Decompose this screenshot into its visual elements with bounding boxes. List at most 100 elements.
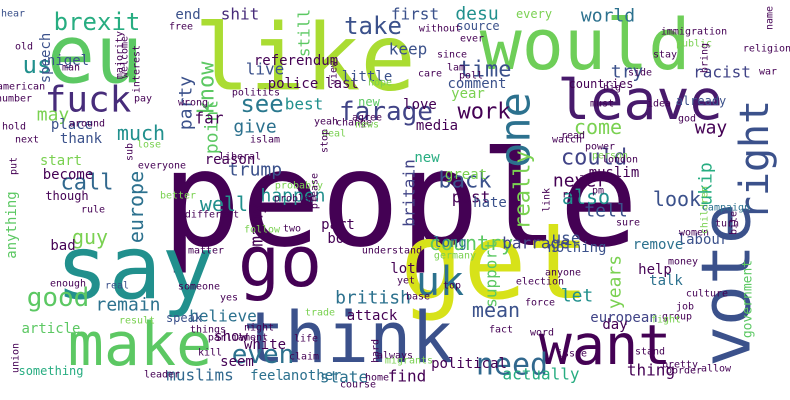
word-live: live — [246, 60, 285, 79]
word-point: point — [202, 100, 223, 154]
word-speech: speech — [38, 33, 54, 84]
word-islam: islam — [250, 135, 280, 146]
word-two: two — [283, 224, 301, 235]
word-hold: hold — [2, 122, 26, 133]
word-old: old — [15, 42, 33, 53]
word-bad: bad — [50, 238, 75, 254]
word-keep: keep — [389, 40, 428, 59]
word-europe: europe — [124, 171, 148, 243]
word-way: way — [695, 118, 728, 139]
word-god: god — [678, 114, 696, 125]
word-year: year — [451, 86, 485, 102]
word-help: help — [638, 262, 672, 278]
word-still: still — [295, 9, 314, 57]
word-love: love — [403, 97, 437, 113]
word-back: back — [439, 169, 492, 194]
word-ukip: ukip — [696, 162, 717, 205]
word-children: children — [700, 186, 711, 234]
word-force: force — [525, 298, 555, 309]
word-hope: hope — [368, 78, 392, 89]
word-things: things — [190, 325, 226, 336]
word-person: person — [592, 151, 628, 162]
word-culture: culture — [686, 289, 728, 300]
word-night: night — [244, 323, 274, 334]
word-every: every — [516, 7, 552, 21]
word-vote: vote — [688, 203, 767, 367]
word-speak: speak — [166, 311, 203, 325]
word-mean: mean — [472, 298, 520, 322]
word-happen: happen — [260, 186, 325, 207]
word-police: police — [268, 76, 319, 92]
word-public: public — [676, 39, 712, 50]
word-interest: interest — [132, 45, 143, 93]
word-years: years — [605, 255, 626, 309]
word-new: new — [414, 150, 440, 166]
word-stop: stop — [320, 129, 331, 153]
word-article: article — [21, 321, 80, 337]
word-something: something — [18, 364, 83, 378]
word-war: war — [759, 67, 777, 78]
word-need: need — [476, 348, 548, 383]
word-farage: farage — [339, 97, 433, 127]
word-bite: bite — [729, 211, 740, 235]
word-lot: lot — [390, 261, 415, 277]
word-put: put — [9, 157, 20, 175]
word-hear: hear — [1, 9, 25, 20]
word-european: european — [590, 310, 657, 326]
word-remove: remove — [633, 237, 684, 253]
word-group: group — [662, 312, 692, 323]
word-people: people — [162, 123, 639, 277]
word-shit: shit — [221, 5, 260, 24]
word-call: call — [61, 171, 114, 196]
word-reason: reason — [205, 152, 256, 168]
word-real: real — [105, 281, 129, 292]
word-know: know — [195, 61, 220, 115]
word-must: must — [590, 99, 614, 110]
word-another: another — [282, 368, 341, 384]
word-always: always — [377, 351, 413, 362]
word-thank: thank — [60, 131, 103, 147]
word-source: source — [456, 19, 499, 33]
word-country: country — [429, 231, 513, 255]
word-much: much — [117, 121, 165, 145]
word-deal: deal — [322, 129, 346, 140]
word-problem: problem — [274, 194, 316, 205]
word-immigration: immigration — [661, 27, 727, 38]
word-place: place — [51, 117, 93, 133]
word-come: come — [574, 115, 622, 139]
word-part: part — [321, 217, 355, 233]
word-tell: tell — [584, 201, 627, 222]
word-government: government — [741, 260, 756, 338]
word-change: change — [336, 118, 372, 129]
word-uk: uk — [416, 259, 464, 305]
word-muslim: muslim — [589, 165, 640, 181]
word-right: right — [732, 100, 778, 220]
word-enough: enough — [50, 279, 86, 290]
word-go: go — [238, 221, 322, 303]
word-one: one — [491, 92, 540, 168]
word-matter: matter — [188, 246, 224, 257]
word-great: great — [445, 167, 487, 183]
word-want: want — [539, 313, 671, 377]
word-actually: actually — [502, 365, 579, 384]
word-yes: yes — [220, 293, 238, 304]
word-get: get — [400, 201, 590, 323]
word-remain: remain — [95, 295, 160, 316]
word-could: could — [561, 146, 627, 171]
word-ever: ever — [460, 34, 484, 45]
word-base: base — [406, 292, 430, 303]
word-try: try — [611, 62, 644, 83]
word-may: may — [37, 105, 70, 126]
word-germany: germany — [434, 251, 476, 262]
word-lose: lose — [137, 140, 161, 151]
word-parliament: parliament — [208, 333, 268, 344]
word-thing: thing — [627, 361, 675, 380]
word-politics: politics — [232, 88, 280, 99]
word-best: best — [285, 95, 324, 114]
word-watch: watch — [552, 135, 582, 146]
word-next: next — [15, 135, 39, 146]
word-like: like — [194, 5, 416, 112]
word-start: start — [40, 153, 82, 169]
word-comment: comment — [447, 76, 506, 92]
